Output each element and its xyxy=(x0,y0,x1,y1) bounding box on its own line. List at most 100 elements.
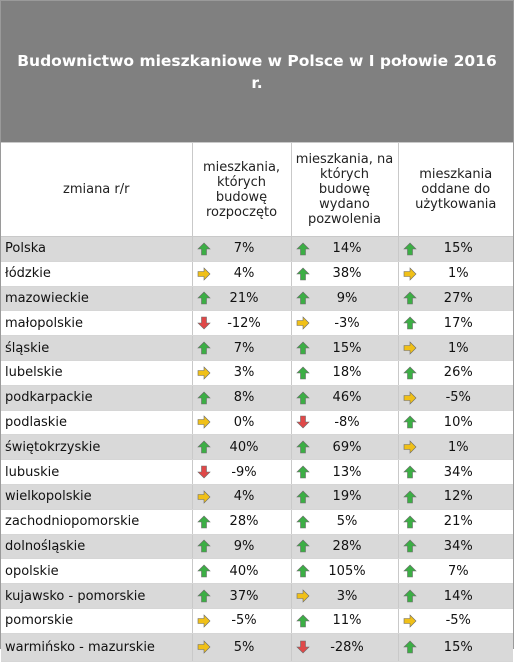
arrow-up-icon xyxy=(402,316,418,330)
cell-started: 7% xyxy=(191,236,291,262)
change-value: 15% xyxy=(443,639,473,655)
cell-started: -12% xyxy=(191,310,291,337)
cell-permits: 11% xyxy=(290,608,398,634)
arrow-up-icon xyxy=(402,415,418,429)
arrow-up-icon xyxy=(402,490,418,504)
cell-permits: 28% xyxy=(290,534,398,560)
cell-started: 4% xyxy=(191,484,291,510)
cell-completed: 10% xyxy=(397,410,513,436)
cell-completed: 27% xyxy=(397,286,513,312)
change-value: 1% xyxy=(447,266,469,282)
change-value: 14% xyxy=(443,588,473,604)
change-value: 7% xyxy=(447,563,469,579)
change-value: 8% xyxy=(233,390,255,406)
table-row: kujawsko - pomorskie 37% 3% 14% xyxy=(1,583,513,609)
cell-started: 9% xyxy=(191,534,291,560)
arrow-up-icon xyxy=(295,242,311,256)
change-value: 0% xyxy=(233,414,255,430)
cell-completed: 12% xyxy=(397,484,513,510)
change-value: -28% xyxy=(330,639,364,655)
arrow-up-icon xyxy=(295,539,311,553)
cell-permits: 38% xyxy=(290,261,398,287)
arrow-flat-icon xyxy=(402,390,418,405)
table-row: wielkopolskie 4% 19% 12% xyxy=(1,484,513,510)
change-value: 1% xyxy=(447,439,469,455)
table-row: podlaskie 0% -8% 10% xyxy=(1,410,513,436)
arrow-up-icon xyxy=(196,589,212,603)
change-value: 13% xyxy=(332,464,362,480)
cell-started: 28% xyxy=(191,509,291,535)
cell-permits: 15% xyxy=(290,335,398,361)
change-value: 26% xyxy=(443,365,473,381)
arrow-up-icon xyxy=(295,366,311,380)
cell-started: 3% xyxy=(191,360,291,386)
change-value: 15% xyxy=(332,340,362,356)
arrow-down-icon xyxy=(295,415,311,429)
change-value: 4% xyxy=(233,266,255,282)
arrow-up-icon xyxy=(295,490,311,504)
table-row: zachodniopomorskie 28% 5% 21% xyxy=(1,509,513,535)
arrow-up-icon xyxy=(196,539,212,553)
region-name: łódzkie xyxy=(1,261,192,287)
cell-started: 4% xyxy=(191,261,291,287)
arrow-flat-icon xyxy=(295,316,311,331)
cell-permits: 14% xyxy=(290,236,398,262)
change-value: 10% xyxy=(443,414,473,430)
arrow-up-icon xyxy=(402,242,418,256)
cell-started: -9% xyxy=(191,459,291,485)
housing-stats-table: zmiana r/r mieszkania, których budowę ro… xyxy=(1,143,513,662)
change-value: 15% xyxy=(443,241,473,257)
change-value: -9% xyxy=(231,464,257,480)
cell-completed: 26% xyxy=(397,360,513,386)
arrow-flat-icon xyxy=(196,490,212,504)
change-value: 37% xyxy=(229,588,259,604)
region-name: świętokrzyskie xyxy=(1,434,192,461)
cell-permits: -8% xyxy=(290,410,398,436)
cell-completed: -5% xyxy=(397,385,513,411)
change-value: 27% xyxy=(443,290,473,306)
cell-completed: 7% xyxy=(397,558,513,585)
region-name: Polska xyxy=(1,236,192,262)
change-value: 3% xyxy=(233,365,255,381)
cell-started: 40% xyxy=(191,558,291,585)
change-value: 5% xyxy=(233,639,255,655)
arrow-up-icon xyxy=(295,391,311,405)
change-value: 69% xyxy=(332,439,362,455)
arrow-up-icon xyxy=(196,341,212,355)
change-value: -8% xyxy=(334,414,360,430)
change-value: 40% xyxy=(229,439,259,455)
arrow-up-icon xyxy=(402,291,418,305)
region-name: kujawsko - pomorskie xyxy=(1,583,192,609)
arrow-up-icon xyxy=(402,589,418,603)
change-value: 7% xyxy=(233,340,255,356)
region-name: podkarpackie xyxy=(1,385,192,411)
cell-permits: 9% xyxy=(290,286,398,312)
change-value: 17% xyxy=(443,315,473,331)
cell-started: 8% xyxy=(191,385,291,411)
change-value: 9% xyxy=(233,538,255,554)
cell-permits: 3% xyxy=(290,583,398,609)
cell-completed: 1% xyxy=(397,335,513,361)
region-name: dolnośląskie xyxy=(1,534,192,560)
region-name: małopolskie xyxy=(1,310,192,337)
region-name: lubuskie xyxy=(1,459,192,485)
arrow-up-icon xyxy=(196,391,212,405)
region-name: lubelskie xyxy=(1,360,192,386)
change-value: 14% xyxy=(332,241,362,257)
arrow-up-icon xyxy=(295,614,311,628)
cell-permits: -3% xyxy=(290,310,398,337)
change-value: 4% xyxy=(233,489,255,505)
change-value: 21% xyxy=(229,290,259,306)
page-title: Budownictwo mieszkaniowe w Polsce w I po… xyxy=(1,1,513,143)
arrow-flat-icon xyxy=(402,341,418,355)
cell-permits: 18% xyxy=(290,360,398,386)
change-value: 18% xyxy=(332,365,362,381)
arrow-up-icon xyxy=(295,564,311,578)
table-row: świętokrzyskie 40% 69% 1% xyxy=(1,434,513,461)
change-value: -12% xyxy=(227,315,261,331)
change-value: 3% xyxy=(336,588,358,604)
region-name: warmińsko - mazurskie xyxy=(1,633,192,662)
change-value: -5% xyxy=(445,390,471,406)
change-value: -5% xyxy=(445,613,471,629)
